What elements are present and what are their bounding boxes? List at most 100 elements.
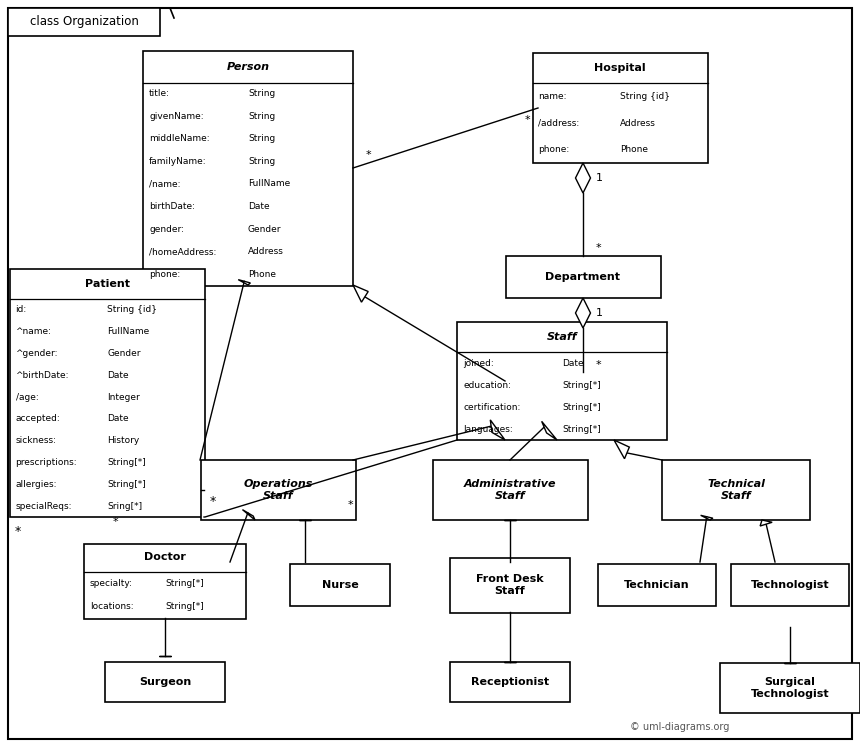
Polygon shape [353, 285, 368, 303]
Text: ^birthDate:: ^birthDate: [15, 371, 69, 379]
Text: Date: Date [107, 371, 129, 379]
Bar [290, 564, 390, 606]
Text: String: String [248, 157, 275, 166]
Text: /name:: /name: [149, 179, 181, 188]
Text: String[*]: String[*] [107, 458, 145, 467]
Bar [8, 8, 160, 36]
Text: title:: title: [149, 90, 170, 99]
Text: /age:: /age: [15, 393, 38, 402]
Text: *: * [366, 150, 371, 160]
Text: Operations
Staff: Operations Staff [243, 479, 313, 500]
Text: sickness:: sickness: [15, 436, 57, 445]
Text: *: * [596, 243, 602, 253]
Text: String[*]: String[*] [165, 602, 204, 611]
Text: specialReqs:: specialReqs: [15, 501, 72, 511]
Polygon shape [490, 420, 505, 440]
Text: FullName: FullName [248, 179, 291, 188]
Text: prescriptions:: prescriptions: [15, 458, 77, 467]
Text: Administrative
Staff: Administrative Staff [464, 479, 556, 500]
Text: *: * [347, 500, 353, 510]
Text: FullName: FullName [107, 327, 150, 336]
Text: Gender: Gender [107, 349, 140, 358]
Text: 1: 1 [596, 308, 603, 318]
Text: Integer: Integer [107, 393, 139, 402]
Polygon shape [575, 163, 591, 193]
Text: id:: id: [15, 306, 27, 314]
Bar [457, 322, 667, 440]
Text: String: String [248, 112, 275, 121]
Text: Technologist: Technologist [751, 580, 829, 590]
Text: Surgeon: Surgeon [138, 677, 191, 687]
Text: Sring[*]: Sring[*] [107, 501, 142, 511]
Text: phone:: phone: [149, 270, 181, 279]
Text: ^name:: ^name: [15, 327, 52, 336]
Text: Gender: Gender [248, 225, 281, 234]
Text: Technical
Staff: Technical Staff [707, 479, 765, 500]
Text: /homeAddress:: /homeAddress: [149, 247, 217, 256]
Text: Date: Date [248, 202, 270, 211]
Text: String {id}: String {id} [620, 92, 670, 101]
Text: String: String [248, 90, 275, 99]
Text: gender:: gender: [149, 225, 184, 234]
Text: Doctor: Doctor [144, 553, 186, 562]
Bar [200, 460, 355, 520]
Text: Date: Date [107, 415, 129, 424]
Polygon shape [238, 279, 250, 285]
Bar [450, 662, 570, 702]
Bar [433, 460, 587, 520]
Polygon shape [542, 421, 557, 440]
Text: Technician: Technician [624, 580, 690, 590]
Text: certification:: certification: [463, 403, 520, 412]
Text: *: * [525, 115, 530, 125]
Polygon shape [701, 515, 713, 520]
Text: *: * [596, 360, 602, 370]
Text: History: History [107, 436, 139, 445]
Text: Address: Address [620, 119, 656, 128]
Polygon shape [614, 440, 630, 459]
Text: String[*]: String[*] [562, 403, 601, 412]
Bar [84, 544, 246, 619]
Bar [105, 662, 225, 702]
Text: Address: Address [248, 247, 284, 256]
Text: name:: name: [538, 92, 567, 101]
Text: allergies:: allergies: [15, 480, 57, 489]
Text: locations:: locations: [90, 602, 133, 611]
Polygon shape [760, 520, 772, 526]
Text: © uml-diagrams.org: © uml-diagrams.org [630, 722, 729, 732]
Text: familyName:: familyName: [149, 157, 206, 166]
Text: education:: education: [463, 380, 511, 389]
Text: String: String [248, 134, 275, 143]
Text: givenName:: givenName: [149, 112, 204, 121]
Text: class Organization: class Organization [29, 16, 138, 28]
Bar [450, 557, 570, 613]
Polygon shape [575, 298, 591, 328]
Text: languages:: languages: [463, 424, 513, 433]
Bar [598, 564, 716, 606]
Text: Nurse: Nurse [322, 580, 359, 590]
Text: Staff: Staff [547, 332, 577, 342]
Text: middleName:: middleName: [149, 134, 210, 143]
Text: accepted:: accepted: [15, 415, 60, 424]
Bar [506, 256, 660, 298]
Text: Hospital: Hospital [594, 63, 646, 73]
Text: String[*]: String[*] [562, 380, 601, 389]
Bar [720, 663, 860, 713]
Text: Front Desk
Staff: Front Desk Staff [476, 574, 544, 596]
Text: *: * [15, 524, 22, 538]
Text: String[*]: String[*] [562, 424, 601, 433]
Bar [532, 53, 708, 163]
Text: Phone: Phone [620, 145, 648, 154]
Bar [143, 51, 353, 285]
Text: Receptionist: Receptionist [471, 677, 549, 687]
Text: String {id}: String {id} [107, 306, 157, 314]
Text: Person: Person [226, 61, 269, 72]
Text: Department: Department [545, 272, 621, 282]
Text: Patient: Patient [84, 279, 130, 289]
Text: *: * [210, 495, 216, 509]
Text: String[*]: String[*] [165, 579, 204, 588]
Bar [9, 269, 205, 517]
Text: *: * [112, 517, 118, 527]
Bar [731, 564, 849, 606]
Bar [662, 460, 810, 520]
Text: joined:: joined: [463, 359, 494, 368]
